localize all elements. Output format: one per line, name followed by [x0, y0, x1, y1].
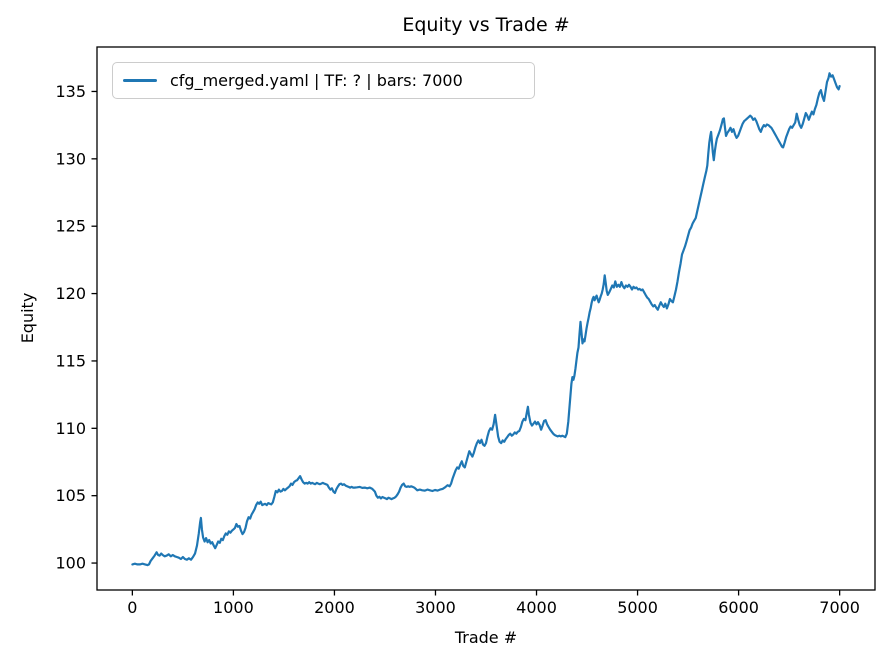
x-tick-label: 4000: [516, 598, 557, 617]
x-tick-label: 1000: [213, 598, 254, 617]
x-axis-label: Trade #: [454, 628, 518, 647]
y-tick-label: 120: [55, 284, 86, 303]
legend-label: cfg_merged.yaml | TF: ? | bars: 7000: [170, 71, 463, 90]
y-tick-label: 105: [55, 486, 86, 505]
chart-title: Equity vs Trade #: [402, 14, 570, 36]
x-tick-label: 6000: [718, 598, 759, 617]
y-tick-label: 125: [55, 217, 86, 236]
x-tick-label: 3000: [415, 598, 456, 617]
y-tick-label: 110: [55, 419, 86, 438]
x-tick-label: 0: [127, 598, 137, 617]
y-tick-label: 135: [55, 82, 86, 101]
x-tick-label: 7000: [819, 598, 860, 617]
x-tick-label: 2000: [314, 598, 355, 617]
legend: cfg_merged.yaml | TF: ? | bars: 7000: [112, 62, 535, 99]
y-tick-label: 100: [55, 554, 86, 573]
legend-line-swatch: [123, 79, 157, 82]
y-tick-label: 130: [55, 149, 86, 168]
y-tick-label: 115: [55, 351, 86, 370]
plot-frame: [96, 46, 876, 591]
x-tick-label: 5000: [617, 598, 658, 617]
equity-curve-line: [131, 72, 841, 567]
